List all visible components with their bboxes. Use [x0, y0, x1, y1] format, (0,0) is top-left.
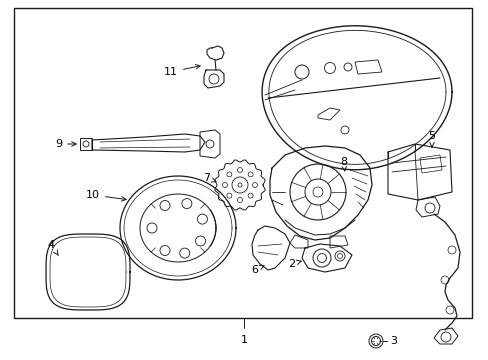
- Text: 6: 6: [250, 265, 264, 275]
- Text: 2: 2: [287, 259, 301, 269]
- Text: 5: 5: [427, 131, 435, 147]
- Text: 1: 1: [240, 335, 247, 345]
- Bar: [14, 8, 471, 318]
- Text: 9: 9: [55, 139, 76, 149]
- Text: 11: 11: [163, 64, 200, 77]
- Text: 8: 8: [339, 157, 346, 171]
- Text: 7: 7: [203, 173, 216, 183]
- Text: 4: 4: [48, 240, 58, 255]
- Text: 10: 10: [86, 190, 126, 201]
- Text: 3: 3: [389, 336, 396, 346]
